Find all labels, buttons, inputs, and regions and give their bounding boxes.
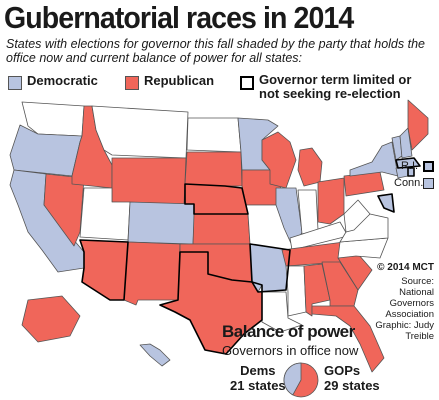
gops-count: 29 states xyxy=(324,378,380,393)
term-limited-outline-ne xyxy=(184,183,249,215)
legend-swatch-republican xyxy=(125,76,139,90)
gops-block: GOPs 29 states xyxy=(324,363,380,393)
state-nd xyxy=(186,117,242,153)
state-mi xyxy=(297,147,323,187)
state-in xyxy=(297,189,319,235)
state-wy xyxy=(111,157,187,206)
state-me xyxy=(407,99,429,151)
state-wv xyxy=(343,199,371,233)
state-nm xyxy=(123,241,181,306)
source-line: Graphic: Judy xyxy=(375,320,434,331)
gops-label: GOPs xyxy=(324,363,361,378)
subtitle: States with elections for governor this … xyxy=(6,37,425,65)
state-ny xyxy=(349,141,399,177)
source-line: Association xyxy=(385,309,434,320)
balance-subtitle: Governors in office now xyxy=(222,343,359,358)
legend-label-term-limited: Governor term limited or not seeking re-… xyxy=(259,72,412,101)
term-limited-outline-az xyxy=(79,239,129,301)
source-line: Source: xyxy=(401,276,434,287)
state-ak xyxy=(21,295,81,343)
state-fl xyxy=(311,305,385,373)
state-mt xyxy=(91,105,189,159)
legend-label-republican: Republican xyxy=(144,73,215,88)
pie-slice-dems xyxy=(283,362,302,396)
state-ks xyxy=(192,213,251,245)
state-az xyxy=(79,239,129,301)
state-ms xyxy=(285,265,307,317)
legend-label-democratic: Democratic xyxy=(27,73,98,88)
balance-title: Balance of power xyxy=(222,322,355,341)
dems-label: Dems xyxy=(240,363,276,378)
term-limited-outline-md xyxy=(377,193,395,213)
source-line: Governors xyxy=(389,298,434,309)
dems-block: Dems 21 states xyxy=(230,363,286,393)
conn-label: Conn. xyxy=(394,177,424,189)
legend-swatch-democratic xyxy=(8,76,22,90)
copyright: © 2014 MCT xyxy=(377,262,434,273)
term-limited-outline-ri xyxy=(407,167,415,177)
conn-swatch xyxy=(423,178,434,189)
source-line: National xyxy=(399,287,434,298)
balance-pie xyxy=(283,362,319,398)
state-oh xyxy=(317,177,345,225)
state-co xyxy=(127,201,196,245)
state-sd xyxy=(184,151,243,187)
legend-swatch-term-limited xyxy=(240,76,254,90)
term-limited-outline-ar xyxy=(249,243,291,293)
ri-swatch xyxy=(423,161,434,172)
state-hi xyxy=(139,343,171,367)
source-line: Treible xyxy=(405,331,434,342)
term-limited-outline-tx xyxy=(159,251,263,355)
term-limited-outline-ma xyxy=(395,157,421,169)
ri-label: R.I. xyxy=(401,160,419,172)
dems-count: 21 states xyxy=(230,378,286,393)
source-credit: Source: National Governors Association G… xyxy=(375,276,434,342)
page-title: Gubernatorial races in 2014 xyxy=(4,0,354,35)
state-al xyxy=(303,263,331,317)
